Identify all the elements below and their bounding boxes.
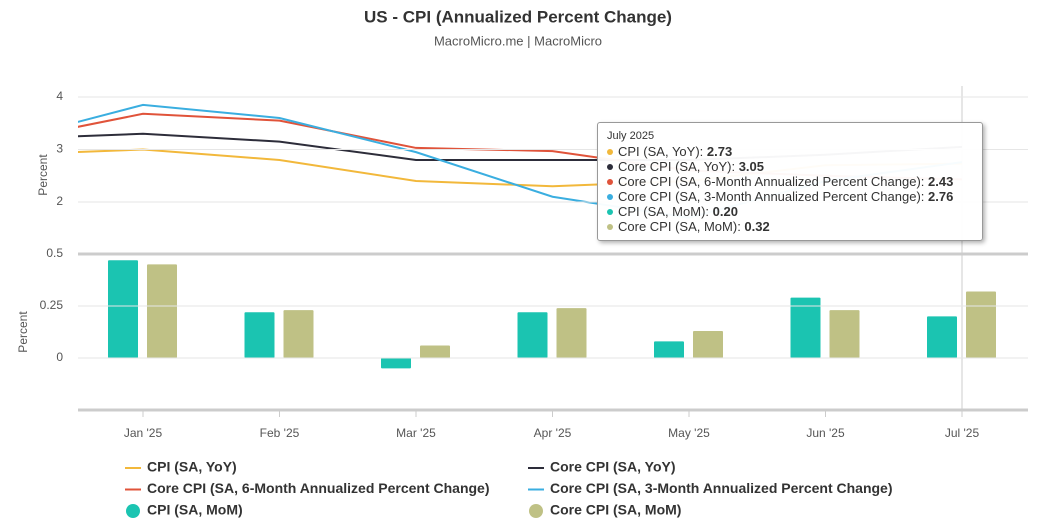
tooltip-row: Core CPI (SA, MoM)0.32 <box>607 219 977 234</box>
bar <box>147 264 177 358</box>
tooltip-name: CPI (SA, YoY) <box>618 144 707 159</box>
tooltip-name: Core CPI (SA, MoM) <box>618 219 744 234</box>
legend-label: CPI (SA, MoM) <box>147 502 243 518</box>
bar <box>790 297 821 358</box>
legend-label: Core CPI (SA, 6-Month Annualized Percent… <box>147 480 490 496</box>
tooltip-value: 0.32 <box>744 219 770 234</box>
x-tick-label: Jan '25 <box>124 426 163 440</box>
tooltip-value: 3.05 <box>738 159 764 174</box>
bar <box>654 341 684 358</box>
bar <box>693 330 723 358</box>
tooltip-row: CPI (SA, MoM)0.20 <box>607 204 977 219</box>
x-tick-label: Apr '25 <box>534 426 572 440</box>
y-tick-label: 3 <box>56 142 63 156</box>
tooltip-name: Core CPI (SA, 6-Month Annualized Percent… <box>618 174 928 189</box>
tooltip-name: Core CPI (SA, YoY) <box>618 159 739 174</box>
tooltip-row: CPI (SA, YoY)2.73 <box>607 144 977 159</box>
bar <box>381 358 411 369</box>
y-tick-label: 0.25 <box>40 298 64 312</box>
tooltip-value: 2.73 <box>706 144 733 159</box>
tooltip-value: 0.20 <box>712 204 738 219</box>
legend-label: Core CPI (SA, 3-Month Annualized Percent… <box>550 480 893 496</box>
bar <box>556 308 587 358</box>
bar <box>927 316 957 358</box>
x-tick-label: May '25 <box>668 426 710 440</box>
tooltip-dot <box>607 164 613 170</box>
plot-area <box>78 103 996 369</box>
tooltip-value: 2.76 <box>928 189 954 204</box>
bar <box>420 345 450 358</box>
y-tick-label: 4 <box>56 89 63 103</box>
tooltip-row: Core CPI (SA, YoY)3.05 <box>607 159 977 174</box>
y-axis-label: Percent <box>36 154 50 196</box>
y-tick-label: 2 <box>56 194 63 208</box>
x-tick-label: Jun '25 <box>806 426 845 440</box>
tooltip-name: CPI (SA, MoM) <box>618 204 713 219</box>
legend-symbol <box>529 504 543 518</box>
x-tick-label: Feb '25 <box>260 426 300 440</box>
bar <box>517 312 548 358</box>
legend-label: CPI (SA, YoY) <box>147 459 237 475</box>
y-tick-label: 0.5 <box>46 246 63 260</box>
chart-title: US - CPI (Annualized Percent Change) <box>364 7 672 26</box>
bar <box>244 312 275 358</box>
bar <box>829 310 860 358</box>
legend-label: Core CPI (SA, MoM) <box>550 502 681 518</box>
chart-subtitle: MacroMicro.me | MacroMicro <box>434 33 602 48</box>
y-axis-label: Percent <box>16 311 30 353</box>
y-tick-label: 0 <box>56 350 63 364</box>
tooltip-name: Core CPI (SA, 3-Month Annualized Percent… <box>618 189 928 204</box>
tooltip-dot <box>607 194 613 200</box>
tooltip-title: July 2025 <box>607 130 655 142</box>
legend-symbol <box>126 504 140 518</box>
x-tick-label: Mar '25 <box>396 426 436 440</box>
tooltip-dot <box>607 179 613 185</box>
tooltip-row: Core CPI (SA, 3-Month Annualized Percent… <box>607 189 977 204</box>
legend-label: Core CPI (SA, YoY) <box>550 459 676 475</box>
tooltip-dot <box>607 209 613 215</box>
bar <box>108 260 138 358</box>
tooltip-dot <box>607 149 613 155</box>
x-tick-label: Jul '25 <box>945 426 980 440</box>
tooltip-dot <box>607 224 613 230</box>
bar <box>966 291 996 358</box>
tooltip-row: Core CPI (SA, 6-Month Annualized Percent… <box>607 174 977 189</box>
bar <box>283 310 314 358</box>
tooltip-value: 2.43 <box>928 174 954 189</box>
